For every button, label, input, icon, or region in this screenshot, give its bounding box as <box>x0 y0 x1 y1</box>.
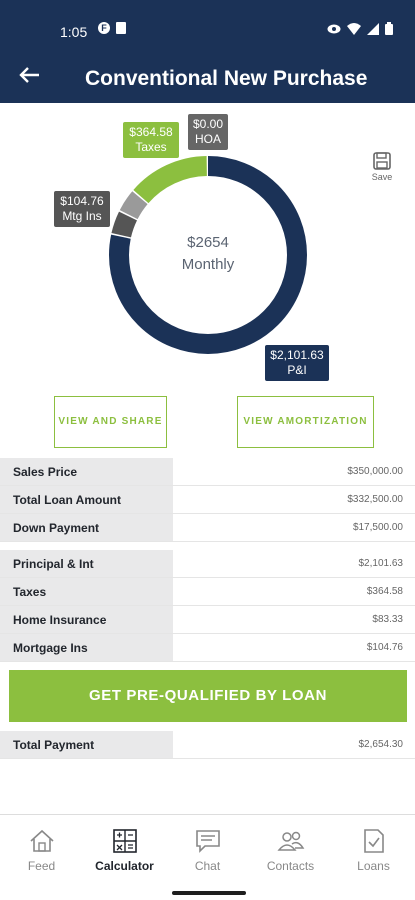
battery-icon <box>385 22 393 35</box>
home-indicator <box>172 891 246 895</box>
bottom-navigation: Feed Calculator Chat Contacts Loans <box>0 814 415 886</box>
table-row: Principal & Int $2,101.63 <box>0 550 415 578</box>
hoa-tag: $0.00 HOA <box>188 114 228 150</box>
nav-feed[interactable]: Feed <box>0 815 83 886</box>
eye-icon <box>327 24 341 33</box>
home-icon <box>29 829 54 852</box>
taxes-tag: $364.58 Taxes <box>123 122 179 158</box>
contacts-icon <box>276 831 304 851</box>
hoa-value: $0.00 <box>193 117 224 131</box>
app-bar: Conventional New Purchase <box>0 55 415 103</box>
notification-f-icon: F <box>98 22 110 34</box>
nav-calculator[interactable]: Calculator <box>83 815 166 886</box>
calculator-icon <box>112 829 137 853</box>
monthly-label: Monthly <box>181 256 235 273</box>
get-prequalified-button[interactable]: GET PRE-QUALIFIED BY LOAN <box>9 670 407 722</box>
notification-doc-icon <box>116 22 126 34</box>
mtg-ins-tag: $104.76 Mtg Ins <box>54 191 110 227</box>
loans-icon <box>363 829 384 853</box>
nav-chat[interactable]: Chat <box>166 815 249 886</box>
table-row: Mortgage Ins $104.76 <box>0 634 415 662</box>
page-title: Conventional New Purchase <box>85 67 368 90</box>
payment-breakdown-table: Principal & Int $2,101.63 Taxes $364.58 Ho… <box>0 550 415 662</box>
total-payment-table: Total Payment $2,654.30 <box>0 731 415 759</box>
donut-center: $2654 Monthly <box>148 232 268 276</box>
hoa-label: HOA <box>194 132 221 146</box>
taxes-label: Taxes <box>135 140 167 154</box>
pi-value: $2,101.63 <box>270 348 324 362</box>
table-row: Sales Price $350,000.00 <box>0 458 415 486</box>
view-and-share-button[interactable]: VIEW AND SHARE <box>54 396 167 448</box>
table-row: Total Loan Amount $332,500.00 <box>0 486 415 514</box>
status-time: 1:05 <box>60 24 88 40</box>
pi-label: P&I <box>287 363 307 377</box>
wifi-icon <box>347 22 361 35</box>
table-row: Down Payment $17,500.00 <box>0 514 415 542</box>
table-row: Home Insurance $83.33 <box>0 606 415 634</box>
donut-segment-p-i <box>109 156 307 354</box>
save-button[interactable]: Save <box>366 152 398 182</box>
table-row: Total Payment $2,654.30 <box>0 731 415 759</box>
mtg-ins-value: $104.76 <box>60 194 104 208</box>
mtg-ins-label: Mtg Ins <box>62 209 102 223</box>
taxes-value: $364.58 <box>129 125 173 139</box>
status-bar: 1:05 F <box>0 0 415 55</box>
pi-tag: $2,101.63 P&I <box>265 345 329 381</box>
view-amortization-button[interactable]: VIEW AMORTIZATION <box>237 396 374 448</box>
nav-loans[interactable]: Loans <box>332 815 415 886</box>
payment-donut-chart <box>109 156 307 354</box>
table-row: Taxes $364.58 <box>0 578 415 606</box>
chat-icon <box>195 830 220 853</box>
nav-contacts[interactable]: Contacts <box>249 815 332 886</box>
signal-icon <box>367 22 379 35</box>
back-arrow-icon[interactable] <box>18 65 40 89</box>
floppy-icon <box>373 152 391 170</box>
monthly-amount: $2654 <box>187 234 229 251</box>
save-label: Save <box>371 172 393 182</box>
loan-summary-table: Sales Price $350,000.00 Total Loan Amount… <box>0 458 415 542</box>
